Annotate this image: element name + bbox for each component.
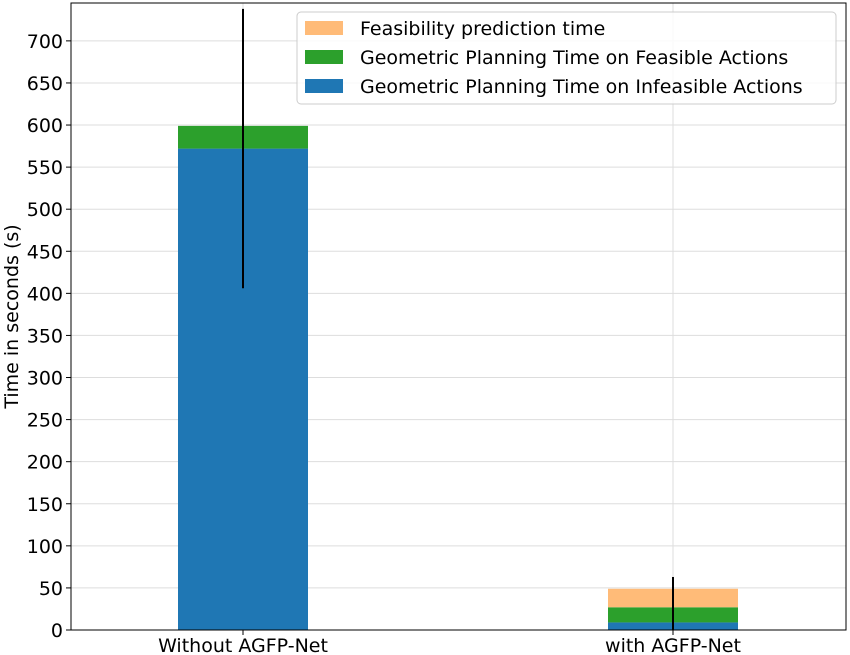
legend-box (296, 11, 837, 105)
legend-label: Feasibility prediction time (360, 18, 605, 40)
legend-swatch (305, 21, 343, 35)
x-axis-ticks: Without AGFP-Net with AGFP-Net (158, 630, 741, 655)
x-tick-label: with AGFP-Net (605, 635, 741, 655)
y-tick-label: 450 (27, 241, 63, 263)
y-tick-label: 0 (51, 620, 63, 642)
legend-swatch (305, 50, 343, 64)
y-tick-label: 400 (27, 283, 63, 305)
y-tick-label: 50 (39, 578, 63, 600)
y-tick-label: 650 (27, 73, 63, 95)
y-axis-ticks: 0 50 100 150 200 250 300 350 400 450 500 550 600 650 7… (27, 31, 71, 642)
y-tick-label: 150 (27, 494, 63, 516)
y-tick-label: 300 (27, 368, 63, 390)
x-tick-label: Without AGFP-Net (158, 635, 328, 655)
legend-label: Geometric Planning Time on Infeasible Ac… (360, 76, 803, 98)
y-tick-label: 700 (27, 31, 63, 53)
plot-frame (70, 2, 847, 631)
error-bar-group (242, 8, 674, 630)
y-axis-label: Time in seconds (s) (1, 224, 23, 409)
y-tick-label: 500 (27, 199, 63, 221)
y-tick-label: 100 (27, 536, 63, 558)
legend-swatch (305, 79, 343, 93)
y-tick-label: 550 (27, 157, 63, 179)
y-tick-label: 350 (27, 325, 63, 347)
legend-label: Geometric Planning Time on Feasible Acti… (360, 47, 788, 69)
legend: Feasibility prediction time Geometric Pla… (296, 11, 837, 105)
y-tick-label: 200 (27, 452, 63, 474)
y-tick-label: 250 (27, 410, 63, 432)
y-tick-label: 600 (27, 115, 63, 137)
